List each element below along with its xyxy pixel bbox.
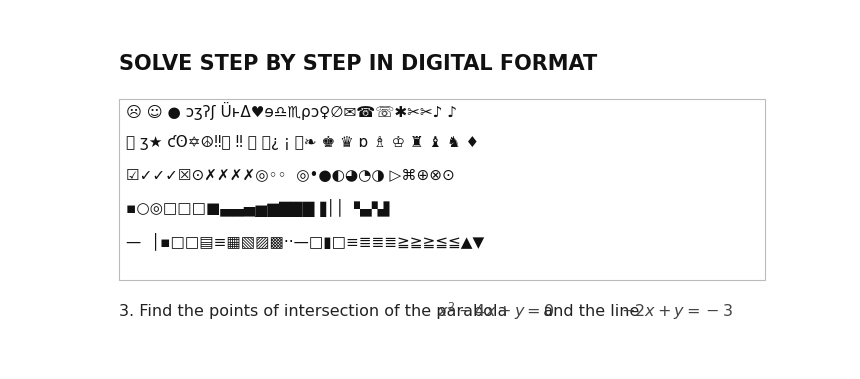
Text: SOLVE STEP BY STEP IN DIGITAL FORMAT: SOLVE STEP BY STEP IN DIGITAL FORMAT xyxy=(120,54,598,74)
Text: ☑✓✓✓☒⊙✗✗✗✗◎◦◦  ◎•●◐◕◔◑ ▷⌘⊕⊗⊙: ☑✓✓✓☒⊙✗✗✗✗◎◦◦ ◎•●◐◕◔◑ ▷⌘⊕⊗⊙ xyxy=(126,168,455,183)
Text: ☹ ☺ ● ɔʒʔʃ ÜͱΔ♥ɘ♎♏ρɔ♀∅✉☎☏✱✂✂♪ ♪: ☹ ☺ ● ɔʒʔʃ ÜͱΔ♥ɘ♎♏ρɔ♀∅✉☎☏✱✂✂♪ ♪ xyxy=(126,102,458,120)
Text: $x^2-4x+y=0$: $x^2-4x+y=0$ xyxy=(438,300,555,322)
Text: —  │▪□□▤≡▦▧▨▩··—□▮□≡≣≣≣≧≧≧≦≦▲▼: — │▪□□▤≡▦▧▨▩··—□▮□≡≣≣≣≧≧≧≦≦▲▼ xyxy=(126,232,484,250)
Text: Ⓐ ʒ★ ƈʘ✡☮‼❓ ‼ ❓ ❓¿ ¡ ❓❧ ♚ ♛ ɒ ♗ ♔ ♜ ♝ ♞ ♦: Ⓐ ʒ★ ƈʘ✡☮‼❓ ‼ ❓ ❓¿ ¡ ❓❧ ♚ ♛ ɒ ♗ ♔ ♜ ♝ ♞ … xyxy=(126,135,479,150)
Text: ▪○◎□□□■▄▄▅▆▇███▐││  ▚▞▟: ▪○◎□□□■▄▄▅▆▇███▐││ ▚▞▟ xyxy=(126,199,390,217)
Text: $-2x+y=-3$: $-2x+y=-3$ xyxy=(621,302,733,321)
Text: 3. Find the points of intersection of the parabola: 3. Find the points of intersection of th… xyxy=(120,304,508,318)
FancyBboxPatch shape xyxy=(120,99,765,280)
Text: and the line: and the line xyxy=(532,304,639,318)
